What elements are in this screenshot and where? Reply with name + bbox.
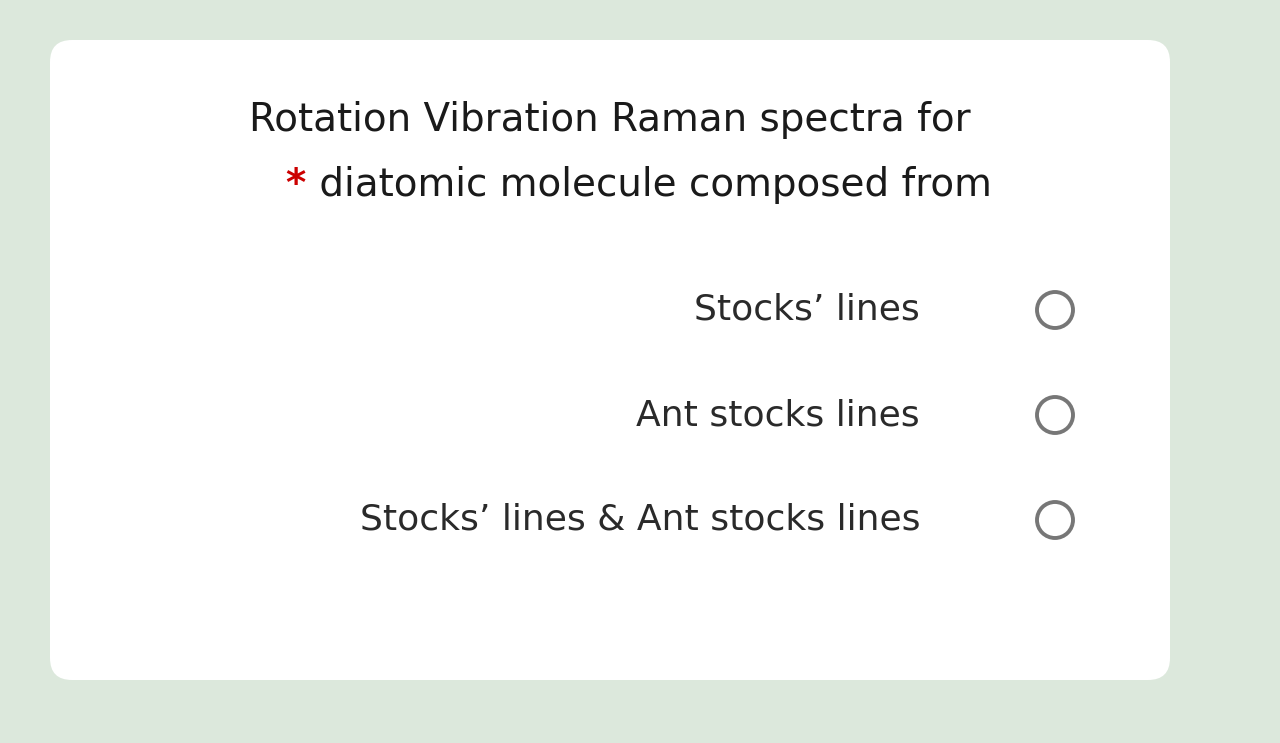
Text: Rotation Vibration Raman spectra for: Rotation Vibration Raman spectra for [250,101,970,139]
Text: Stocks’ lines & Ant stocks lines: Stocks’ lines & Ant stocks lines [360,503,920,537]
Text: Ant stocks lines: Ant stocks lines [636,398,920,432]
FancyBboxPatch shape [50,40,1170,680]
Circle shape [1037,397,1073,433]
Text: *: * [285,166,305,204]
Text: Stocks’ lines: Stocks’ lines [694,293,920,327]
Circle shape [1037,292,1073,328]
Text: diatomic molecule composed from: diatomic molecule composed from [307,166,992,204]
Circle shape [1037,502,1073,538]
